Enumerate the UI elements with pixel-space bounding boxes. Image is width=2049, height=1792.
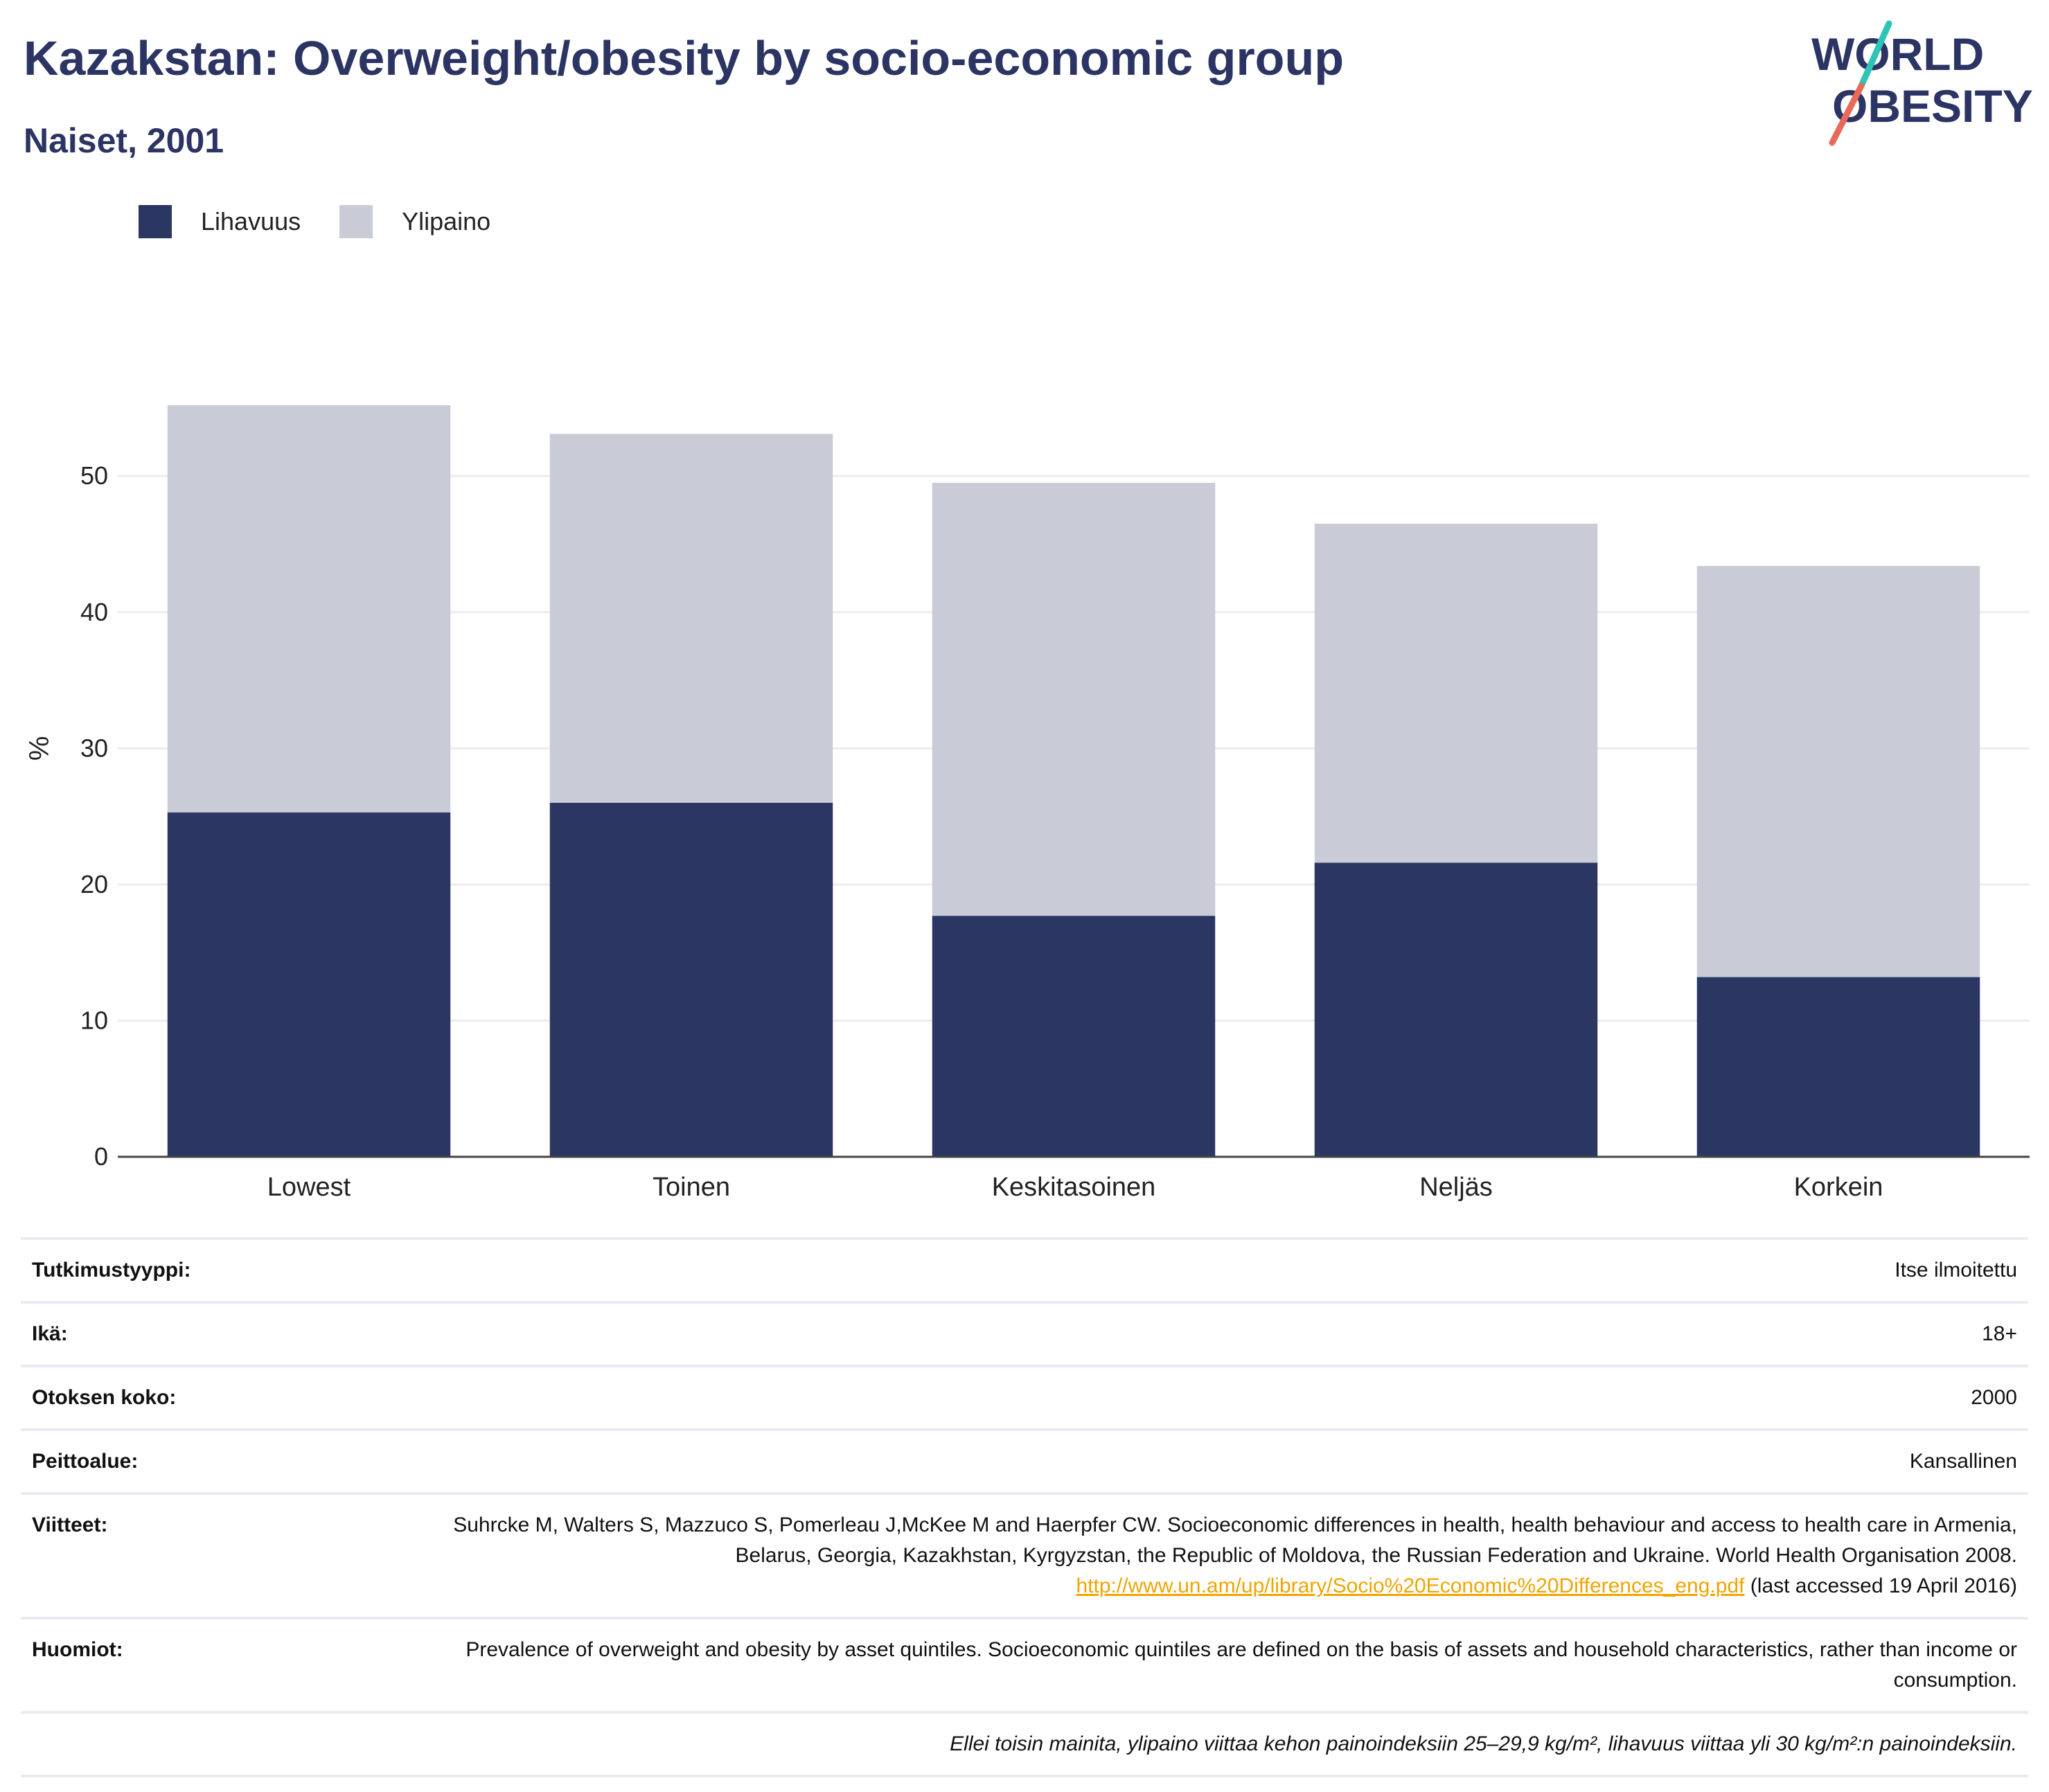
logo-line1: WORLD [1811, 28, 1984, 80]
legend-label: Lihavuus [201, 207, 301, 236]
detail-row-study-type: Tutkimustyyppi: Itse ilmoitettu [21, 1237, 2028, 1301]
footnote: Ellei toisin mainita, ylipaino viittaa k… [950, 1732, 2017, 1755]
references-text: Suhrcke M, Walters S, Mazzuco S, Pomerle… [453, 1514, 2017, 1567]
detail-value: 18+ [1982, 1322, 2017, 1345]
logo-line2: OBESITY [1832, 80, 2033, 132]
references-text-after: (last accessed 19 April 2016) [1744, 1574, 2017, 1597]
bar-lihavuus-3[interactable] [1314, 862, 1598, 1157]
y-tick-label: 50 [80, 461, 108, 490]
x-tick-label: Toinen [653, 1173, 730, 1202]
detail-value: 2000 [1971, 1386, 2017, 1409]
logo-slash-coral [1829, 82, 1865, 146]
detail-value: Prevalence of overweight and obesity by … [465, 1638, 2017, 1692]
references-value: Suhrcke M, Walters S, Mazzuco S, Pomerle… [424, 1510, 2017, 1602]
detail-row-notes: Huomiot: Prevalence of overweight and ob… [21, 1617, 2028, 1711]
detail-label: Ikä: [32, 1322, 68, 1345]
bar-lihavuus-4[interactable] [1696, 977, 1980, 1157]
detail-label: Peittoalue: [32, 1450, 139, 1473]
details-table: Tutkimustyyppi: Itse ilmoitettu Ikä: 18+… [21, 1237, 2028, 1777]
stacked-bar-chart: 0 10 20 30 40 50% Lowest Toinen Keskitasoinen Nel… [24, 405, 2030, 1202]
reference-link[interactable]: http://www.un.am/up/library/Socio%20Econ… [1076, 1574, 1745, 1597]
bar-ylipaino-0[interactable] [167, 405, 451, 813]
page-title: Kazakstan: Overweight/obesity by socio-e… [24, 31, 1344, 85]
detail-value: Kansallinen [1909, 1450, 2017, 1473]
detail-row-references: Viitteet: Suhrcke M, Walters S, Mazzuco … [21, 1492, 2028, 1617]
detail-label: Otoksen koko: [32, 1386, 177, 1409]
detail-label: Huomiot: [32, 1638, 123, 1661]
x-tick-label: Lowest [267, 1173, 351, 1202]
y-tick-label: 20 [80, 870, 108, 898]
legend-label: Ylipaino [402, 207, 491, 236]
bar-ylipaino-1[interactable] [549, 434, 833, 803]
axes: 0 10 20 30 40 50% Lowest Toinen Keskitasoinen Nel… [24, 461, 2030, 1202]
detail-row-footnote: Ellei toisin mainita, ylipaino viittaa k… [21, 1711, 2028, 1777]
bar-lihavuus-1[interactable] [549, 802, 833, 1157]
y-tick-label: 30 [80, 734, 108, 762]
world-obesity-logo: WORLD OBESITY [1811, 20, 2033, 146]
detail-label: Viitteet: [32, 1514, 108, 1536]
legend-swatch-ylipaino [339, 205, 373, 238]
bar-ylipaino-2[interactable] [932, 483, 1216, 916]
chart-legend: Lihavuus Ylipaino [139, 205, 529, 238]
legend-item-lihavuus[interactable]: Lihavuus [139, 205, 301, 238]
logo-slash-teal [1858, 20, 1892, 89]
detail-value: Itse ilmoitettu [1895, 1259, 2017, 1281]
page-subtitle: Naiset, 2001 [24, 121, 224, 160]
legend-swatch-lihavuus [139, 205, 172, 238]
x-tick-label: Neljäs [1419, 1173, 1493, 1202]
bar-ylipaino-4[interactable] [1696, 565, 1980, 977]
detail-label: Tutkimustyyppi: [32, 1259, 191, 1281]
x-tick-label: Korkein [1794, 1173, 1883, 1202]
detail-row-age: Ikä: 18+ [21, 1301, 2028, 1365]
y-tick-label: 10 [80, 1006, 108, 1034]
bar-ylipaino-3[interactable] [1314, 524, 1598, 863]
y-axis-label: % [24, 736, 55, 761]
x-tick-label: Keskitasoinen [992, 1173, 1156, 1202]
bars [167, 405, 1980, 1157]
y-tick-label: 0 [94, 1142, 108, 1171]
bar-lihavuus-0[interactable] [167, 812, 451, 1157]
detail-row-sample-size: Otoksen koko: 2000 [21, 1365, 2028, 1428]
y-tick-label: 40 [80, 598, 108, 626]
legend-item-ylipaino[interactable]: Ylipaino [339, 205, 490, 238]
detail-row-coverage: Peittoalue: Kansallinen [21, 1428, 2028, 1492]
bar-lihavuus-2[interactable] [932, 916, 1216, 1157]
